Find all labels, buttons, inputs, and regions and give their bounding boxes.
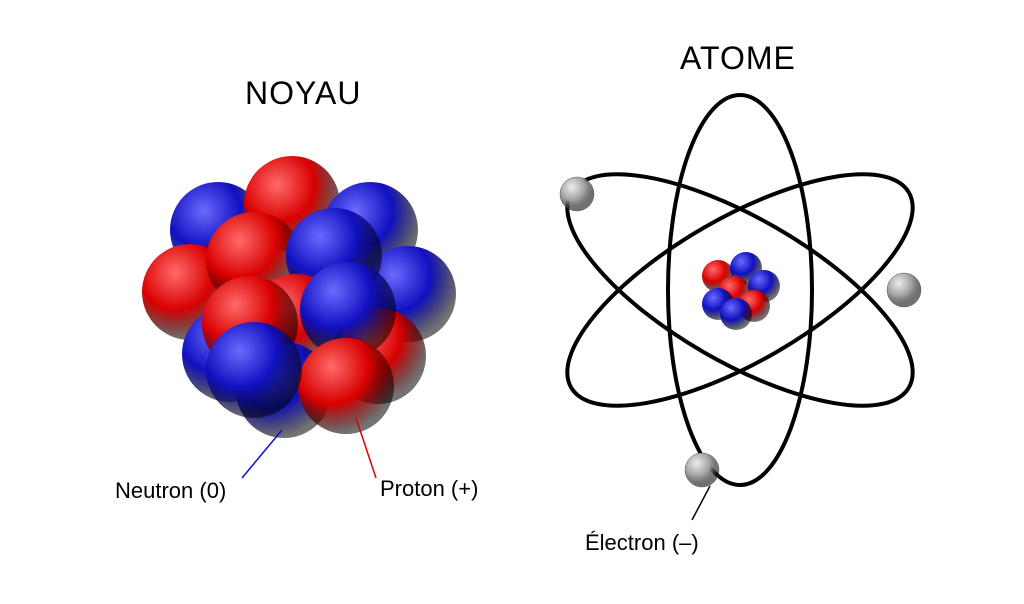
neutron-sphere: [206, 322, 302, 418]
electron-sphere: [685, 453, 719, 487]
leaders-group: [242, 418, 710, 520]
electrons-group: [560, 177, 921, 487]
neutron-sphere-mini: [720, 298, 752, 330]
svg-layer: [0, 0, 1024, 604]
nucleus-group: [142, 156, 456, 438]
electron-sphere: [560, 177, 594, 211]
proton-sphere: [298, 338, 394, 434]
mini-nucleus-group: [702, 252, 780, 330]
leader-line: [692, 486, 710, 520]
diagram-canvas: NOYAU ATOME Neutron (0) Proton (+) Élect…: [0, 0, 1024, 604]
leader-line: [242, 430, 282, 478]
electron-sphere: [887, 273, 921, 307]
